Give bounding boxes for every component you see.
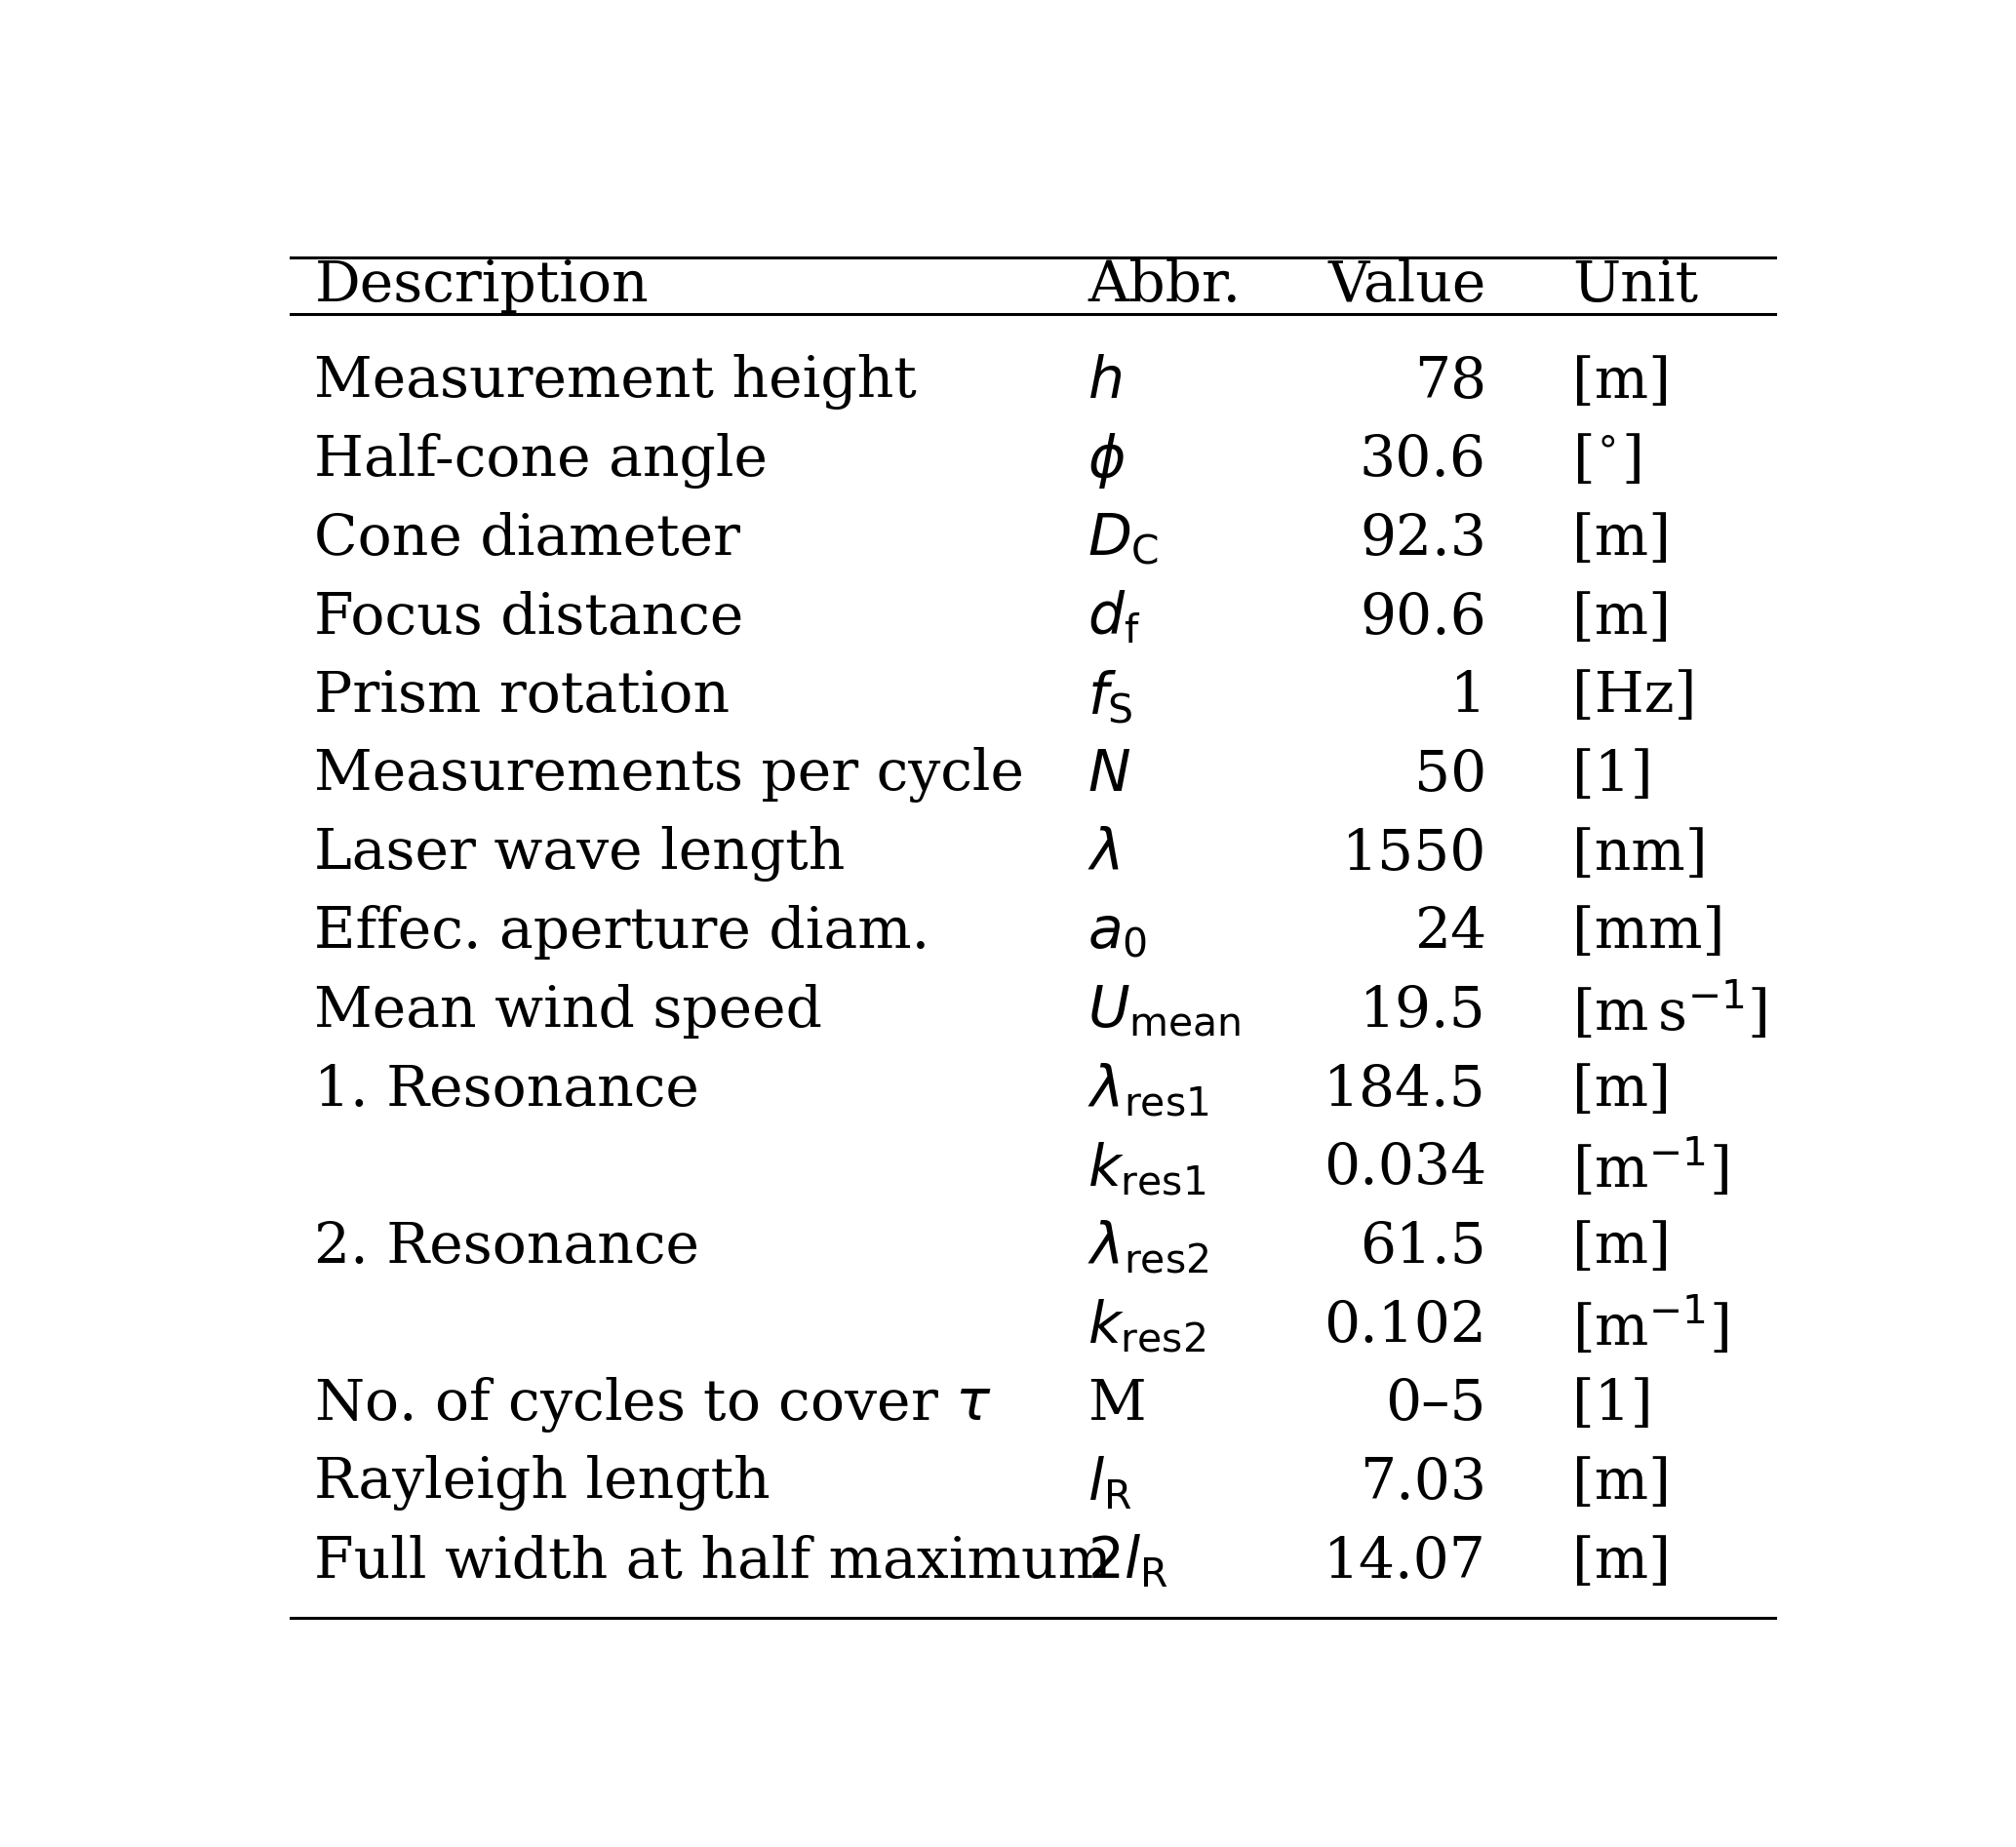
Text: $D_{\mathrm{C}}$: $D_{\mathrm{C}}$ xyxy=(1089,512,1159,567)
Text: [m]: [m] xyxy=(1572,512,1671,567)
Text: 24: 24 xyxy=(1413,905,1486,960)
Text: Full width at half maximum: Full width at half maximum xyxy=(314,1535,1113,1588)
Text: [m]: [m] xyxy=(1572,591,1671,645)
Text: 14.07: 14.07 xyxy=(1325,1535,1486,1588)
Text: [mm]: [mm] xyxy=(1572,905,1726,960)
Text: $h$: $h$ xyxy=(1089,355,1123,410)
Text: $\lambda_{\mathrm{res1}}$: $\lambda_{\mathrm{res1}}$ xyxy=(1089,1062,1210,1119)
Text: [Hz]: [Hz] xyxy=(1572,669,1695,724)
Text: [nm]: [nm] xyxy=(1572,827,1708,881)
Text: Rayleigh length: Rayleigh length xyxy=(314,1455,770,1511)
Text: $l_{\mathrm{R}}$: $l_{\mathrm{R}}$ xyxy=(1089,1455,1133,1511)
Text: M: M xyxy=(1089,1378,1147,1431)
Text: [m]: [m] xyxy=(1572,355,1671,410)
Text: 0–5: 0–5 xyxy=(1385,1378,1486,1431)
Text: 0.034: 0.034 xyxy=(1322,1141,1486,1195)
Text: 30.6: 30.6 xyxy=(1359,434,1486,488)
Text: [m]: [m] xyxy=(1572,1219,1671,1274)
Text: Mean wind speed: Mean wind speed xyxy=(314,984,823,1038)
Text: $2l_{\mathrm{R}}$: $2l_{\mathrm{R}}$ xyxy=(1089,1533,1169,1590)
Text: [m$^{-1}$]: [m$^{-1}$] xyxy=(1572,1138,1728,1201)
Text: $k_{\mathrm{res1}}$: $k_{\mathrm{res1}}$ xyxy=(1089,1140,1206,1197)
Text: Focus distance: Focus distance xyxy=(314,591,744,645)
Text: [1]: [1] xyxy=(1572,1378,1653,1431)
Text: $\phi$: $\phi$ xyxy=(1089,430,1125,489)
Text: Value: Value xyxy=(1329,259,1486,312)
Text: 1. Resonance: 1. Resonance xyxy=(314,1062,700,1117)
Text: $a_{0}$: $a_{0}$ xyxy=(1089,905,1147,960)
Text: [m]: [m] xyxy=(1572,1535,1671,1588)
Text: 92.3: 92.3 xyxy=(1359,512,1486,567)
Text: $U_{\mathrm{mean}}$: $U_{\mathrm{mean}}$ xyxy=(1089,983,1242,1038)
Text: $\lambda$: $\lambda$ xyxy=(1089,827,1121,881)
Text: Effec. aperture diam.: Effec. aperture diam. xyxy=(314,905,929,960)
Text: [m]: [m] xyxy=(1572,1455,1671,1511)
Text: Prism rotation: Prism rotation xyxy=(314,669,730,724)
Text: [m$\,$s$^{-1}$]: [m$\,$s$^{-1}$] xyxy=(1572,979,1768,1042)
Text: [1]: [1] xyxy=(1572,748,1653,802)
Text: Description: Description xyxy=(314,259,649,312)
Text: $d_{\mathrm{f}}$: $d_{\mathrm{f}}$ xyxy=(1089,589,1141,646)
Text: $f_{\mathrm{S}}$: $f_{\mathrm{S}}$ xyxy=(1089,669,1133,726)
Text: 50: 50 xyxy=(1413,748,1486,802)
Text: Measurements per cycle: Measurements per cycle xyxy=(314,748,1024,803)
Text: [m]: [m] xyxy=(1572,1062,1671,1117)
Text: 90.6: 90.6 xyxy=(1359,591,1486,645)
Text: $k_{\mathrm{res2}}$: $k_{\mathrm{res2}}$ xyxy=(1089,1297,1206,1354)
Text: 19.5: 19.5 xyxy=(1359,984,1486,1038)
Text: 61.5: 61.5 xyxy=(1359,1219,1486,1274)
Text: $\lambda_{\mathrm{res2}}$: $\lambda_{\mathrm{res2}}$ xyxy=(1089,1219,1210,1276)
Text: 2. Resonance: 2. Resonance xyxy=(314,1219,700,1274)
Text: 7.03: 7.03 xyxy=(1359,1455,1486,1511)
Text: Cone diameter: Cone diameter xyxy=(314,512,740,567)
Text: Half-cone angle: Half-cone angle xyxy=(314,432,768,488)
Text: 184.5: 184.5 xyxy=(1325,1062,1486,1117)
Text: 78: 78 xyxy=(1413,355,1486,410)
Text: 1: 1 xyxy=(1450,669,1486,724)
Text: 1550: 1550 xyxy=(1341,827,1486,881)
Text: Laser wave length: Laser wave length xyxy=(314,826,845,881)
Text: [$^{\circ}$]: [$^{\circ}$] xyxy=(1572,434,1641,488)
Text: Unit: Unit xyxy=(1572,259,1697,312)
Text: Abbr.: Abbr. xyxy=(1089,259,1242,312)
Text: No. of cycles to cover $\tau$: No. of cycles to cover $\tau$ xyxy=(314,1374,992,1435)
Text: $N$: $N$ xyxy=(1089,748,1131,802)
Text: 0.102: 0.102 xyxy=(1322,1298,1486,1354)
Text: Measurement height: Measurement height xyxy=(314,355,917,410)
Text: [m$^{-1}$]: [m$^{-1}$] xyxy=(1572,1295,1728,1358)
